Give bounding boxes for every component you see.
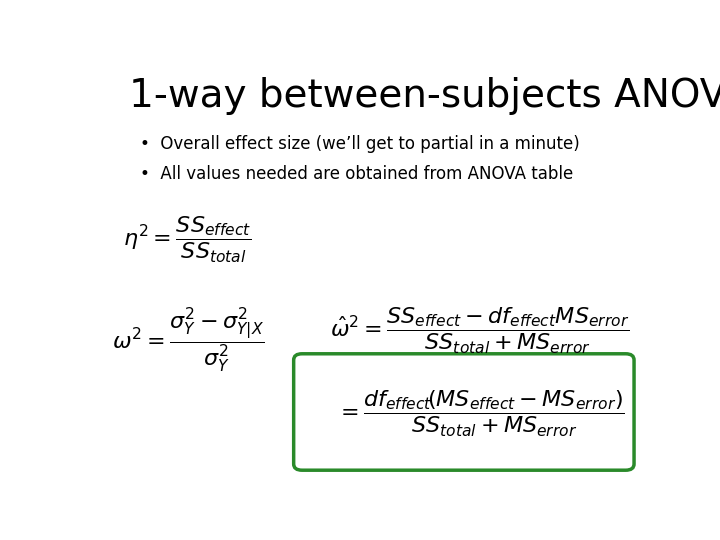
Text: $= \dfrac{df_{effect}\!\left(MS_{effect} - MS_{error}\right)}{SS_{total} + MS_{e: $= \dfrac{df_{effect}\!\left(MS_{effect}… xyxy=(336,389,624,439)
Text: •  All values needed are obtained from ANOVA table: • All values needed are obtained from AN… xyxy=(140,165,573,183)
FancyBboxPatch shape xyxy=(294,354,634,470)
Text: $\omega^2 = \dfrac{\sigma_Y^2 - \sigma_{Y|X}^2}{\sigma_Y^2}$: $\omega^2 = \dfrac{\sigma_Y^2 - \sigma_{… xyxy=(112,306,265,374)
Text: $\eta^2 = \dfrac{SS_{effect}}{SS_{total}}$: $\eta^2 = \dfrac{SS_{effect}}{SS_{total}… xyxy=(124,214,252,265)
Text: •  Overall effect size (we’ll get to partial in a minute): • Overall effect size (we’ll get to part… xyxy=(140,136,580,153)
Text: 1-way between-subjects ANOVA: 1-way between-subjects ANOVA xyxy=(129,77,720,115)
Text: $\hat{\omega}^2 = \dfrac{SS_{effect} - df_{effect}MS_{error}}{SS_{total} + MS_{e: $\hat{\omega}^2 = \dfrac{SS_{effect} - d… xyxy=(330,306,629,356)
